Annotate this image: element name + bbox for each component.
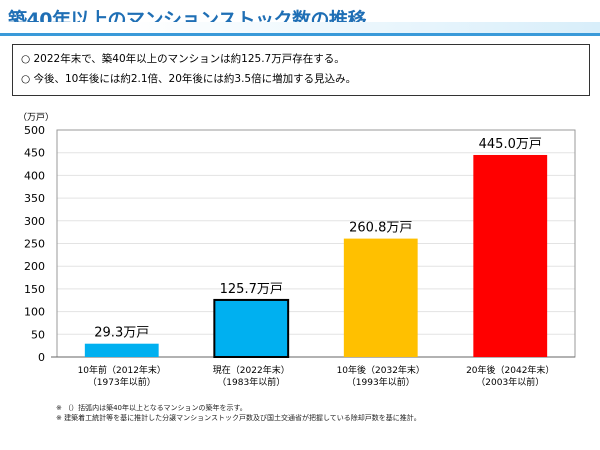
y-tick-label: 250 bbox=[24, 238, 45, 251]
y-tick-label: 0 bbox=[38, 351, 45, 364]
x-tick-label: 現在（2022年末） bbox=[213, 364, 290, 376]
y-tick-label: 350 bbox=[24, 192, 45, 205]
bar bbox=[84, 343, 159, 357]
footnote: ※ 建築着工統計等を基に推計した分譲マンションストック戸数及び国土交通省が把握し… bbox=[56, 414, 421, 422]
x-tick-label: 10年後（2032年末） bbox=[337, 364, 425, 376]
y-tick-label: 150 bbox=[24, 283, 45, 296]
x-tick-sublabel: （2003年以前） bbox=[476, 376, 544, 388]
y-tick-label: 400 bbox=[24, 169, 45, 182]
y-tick-label: 300 bbox=[24, 215, 45, 228]
y-tick-label: 100 bbox=[24, 306, 45, 319]
bar bbox=[343, 238, 418, 357]
summary-box: ○ 2022年末で、築40年以上のマンションは約125.7万戸存在する。 ○ 今… bbox=[12, 44, 590, 96]
bar-chart: 0 50 100 150 200 250 300 350 400 450 500 29.3万戸 10年前… bbox=[24, 124, 576, 388]
x-tick-sublabel: （1973年以前） bbox=[88, 376, 156, 388]
x-tick-sublabel: （1983年以前） bbox=[217, 376, 285, 388]
x-tick-sublabel: （1993年以前） bbox=[347, 376, 415, 388]
data-label: 445.0万戸 bbox=[479, 137, 542, 152]
x-tick-label: 10年前（2012年末） bbox=[78, 364, 166, 376]
bar bbox=[473, 154, 548, 357]
data-label: 260.8万戸 bbox=[349, 221, 412, 236]
footnotes: ※ （）括弧内は築40年以上となるマンションの築年を示す。 ※ 建築着工統計等を… bbox=[56, 403, 421, 423]
data-label: 125.7万戸 bbox=[220, 282, 283, 297]
title-underline bbox=[0, 33, 600, 36]
y-tick-label: 50 bbox=[31, 328, 45, 341]
x-tick-label: 20年後（2042年末） bbox=[466, 364, 554, 376]
summary-line: ○ 今後、10年後には約2.1倍、20年後には約3.5倍に増加する見込み。 bbox=[21, 73, 357, 85]
y-tick-label: 500 bbox=[24, 124, 45, 137]
data-label: 29.3万戸 bbox=[94, 326, 149, 341]
summary-line: ○ 2022年末で、築40年以上のマンションは約125.7万戸存在する。 bbox=[21, 53, 345, 65]
y-tick-label: 200 bbox=[24, 260, 45, 273]
y-axis-unit: （万戸） bbox=[18, 113, 55, 123]
footnote: ※ （）括弧内は築40年以上となるマンションの築年を示す。 bbox=[56, 404, 247, 412]
title-bar bbox=[0, 22, 600, 34]
bar bbox=[213, 298, 290, 358]
y-tick-label: 450 bbox=[24, 147, 45, 160]
